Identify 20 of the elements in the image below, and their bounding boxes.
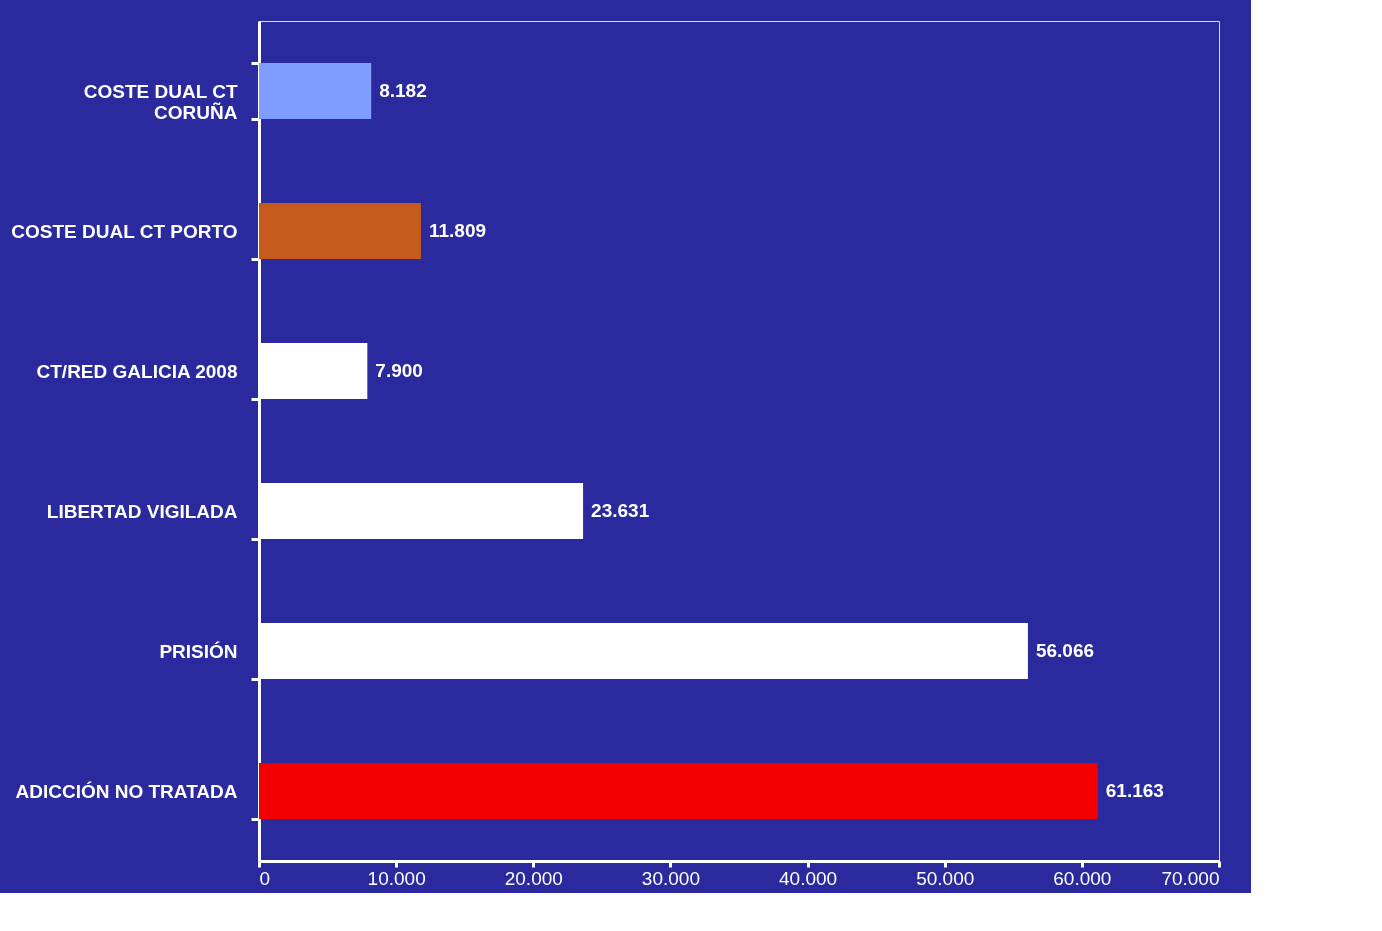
y-tick-label: COSTE DUAL CT CORUÑA [83,80,238,123]
data-label: 23.631 [591,500,650,521]
x-tick-label: 50.000 [916,867,975,889]
data-label: 11.809 [428,220,487,241]
y-tick-label: PRISIÓN [159,640,238,662]
x-tick-label: 10.000 [367,867,426,889]
data-label: 7.900 [375,360,423,381]
x-tick-label: 0 [259,867,271,889]
y-tick-label: COSTE DUAL CT PORTO [11,220,238,242]
data-label: 56.066 [1035,640,1095,661]
data-label: 61.163 [1105,780,1164,801]
y-tick-label: LIBERTAD VIGILADA [46,500,238,522]
x-tick-label: 30.000 [641,867,700,889]
x-tick-label: 70.000 [1161,867,1220,889]
data-label: 8.182 [379,80,427,101]
x-tick-label: 40.000 [779,867,838,889]
y-tick-label: ADICCIÓN NO TRATADA [15,780,238,802]
x-tick-label: 60.000 [1053,867,1112,889]
x-tick-label: 20.000 [504,867,563,889]
y-tick-label: CT/RED GALICIA 2008 [36,360,238,382]
